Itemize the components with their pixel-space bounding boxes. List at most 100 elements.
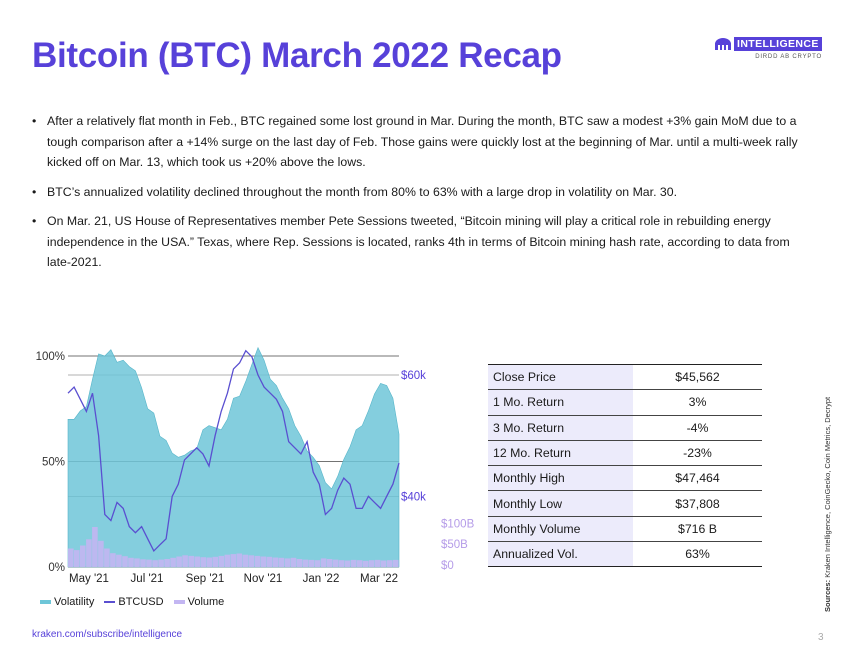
btc-chart: 0% 50% 100% May '21 Jul '21 Sep '21 Nov '21 Jan… xyxy=(30,328,485,616)
stat-label: Monthly Volume xyxy=(488,516,633,543)
volume-bar xyxy=(68,548,74,567)
bullet-marker: • xyxy=(32,114,37,128)
sources-note: Sources: Kraken Intelligence, CoinGecko,… xyxy=(823,397,832,612)
stat-value: -4% xyxy=(633,415,762,441)
volume-bar xyxy=(380,560,387,567)
subscribe-link[interactable]: kraken.com/subscribe/intelligence xyxy=(32,629,183,640)
volume-bar xyxy=(158,559,164,567)
stats-table: Close Price $45,562 1 Mo. Return 3% 3 Mo. … xyxy=(488,363,762,568)
table-row: Monthly Low $37,808 xyxy=(488,490,762,517)
stat-value: 3% xyxy=(633,389,762,416)
volume-bar xyxy=(290,557,297,567)
volume-bar xyxy=(182,555,188,567)
recap-bullets: • After a relatively flat month in Feb., … xyxy=(32,111,802,282)
table-row: 12 Mo. Return -23% xyxy=(488,440,762,467)
x-tick-label: May '21 xyxy=(69,573,109,585)
brand-logo: INTELLIGENCE DIRDD AB CRYPTO xyxy=(714,37,826,60)
bullet-marker: • xyxy=(32,214,37,228)
volume-bar xyxy=(200,557,206,567)
page-number: 3 xyxy=(818,632,824,643)
volume-bar xyxy=(338,560,345,567)
volume-bar xyxy=(272,557,279,567)
legend-swatch-btcusd xyxy=(104,601,116,603)
volume-bar xyxy=(254,555,261,567)
y-right-price-label: $40k xyxy=(401,491,426,503)
btcusd-line xyxy=(67,349,400,552)
volume-bar xyxy=(230,554,237,567)
volume-bar xyxy=(356,560,363,567)
bullet-marker: • xyxy=(32,184,37,199)
stat-label: Annualized Vol. xyxy=(488,541,633,568)
volume-bar xyxy=(248,555,255,567)
chart-legend: Volatility BTCUSD Volume xyxy=(40,596,234,608)
stat-value: 63% xyxy=(633,541,762,568)
x-tick-label: Nov '21 xyxy=(244,573,283,585)
stat-label: Close Price xyxy=(488,363,633,391)
volume-bar xyxy=(110,553,116,567)
table-row: Close Price $45,562 xyxy=(488,363,762,391)
table-row: 3 Mo. Return -4% xyxy=(488,415,762,441)
chart-svg: 0% 50% 100% May '21 Jul '21 Sep '21 Nov '21 Jan… xyxy=(36,346,475,585)
volume-bar xyxy=(152,560,158,567)
y-right-volume-label: $50B xyxy=(441,539,468,551)
legend-item-volume: Volume xyxy=(173,596,225,608)
legend-swatch-volume xyxy=(173,600,185,604)
volume-bar xyxy=(314,560,321,567)
table-row: Annualized Vol. 63% xyxy=(488,541,762,568)
y-right-price-label: $60k xyxy=(401,370,426,382)
legend-item-btcusd: BTCUSD xyxy=(104,596,164,608)
volume-bar xyxy=(224,554,231,567)
page-title: Bitcoin (BTC) March 2022 Recap xyxy=(32,36,562,75)
bullet-text: On Mar. 21, US House of Representatives … xyxy=(47,214,790,269)
x-tick-label: Jul '21 xyxy=(131,573,164,585)
volume-bar xyxy=(302,559,309,567)
stat-value: $47,464 xyxy=(633,465,762,492)
brand-subtitle: DIRDD AB CRYPTO xyxy=(755,54,822,60)
stat-label: 3 Mo. Return xyxy=(488,415,633,441)
stat-label: 12 Mo. Return xyxy=(488,440,633,467)
volume-bar xyxy=(122,556,128,567)
bullet-item: • On Mar. 21, US House of Representatives… xyxy=(32,211,802,273)
volume-bar xyxy=(242,554,249,567)
stat-value: $37,808 xyxy=(633,490,762,517)
volume-bar xyxy=(326,559,333,567)
volume-bar xyxy=(164,559,170,567)
stat-value: $716 B xyxy=(633,516,762,543)
volume-bar xyxy=(260,556,267,567)
volume-bar xyxy=(104,548,110,567)
volume-bar xyxy=(206,557,212,567)
volatility-area xyxy=(67,346,400,568)
legend-label: BTCUSD xyxy=(118,596,164,608)
y-left-tick-label: 100% xyxy=(36,351,65,363)
volume-bar xyxy=(98,540,104,567)
bullet-text: After a relatively flat month in Feb., B… xyxy=(47,114,798,169)
sources-text: Kraken Intelligence, CoinGecko, Coin Met… xyxy=(823,396,832,580)
volume-bar xyxy=(134,558,140,567)
brand-wordmark: INTELLIGENCE xyxy=(734,37,822,51)
volume-bar xyxy=(296,559,303,567)
legend-swatch-volatility xyxy=(40,600,51,604)
legend-label: Volume xyxy=(187,596,225,608)
y-left-tick-label: 50% xyxy=(42,457,65,469)
y-right-volume-label: $0 xyxy=(441,560,454,572)
volume-bar xyxy=(146,559,152,567)
volume-bar xyxy=(368,560,375,567)
bullet-text: BTC’s annualized volatility declined thr… xyxy=(47,184,677,199)
bullet-item: • After a relatively flat month in Feb., … xyxy=(32,111,802,173)
volume-bar xyxy=(344,560,351,567)
bullet-item: • BTC’s annualized volatility declined th… xyxy=(32,182,802,203)
volume-bar xyxy=(80,545,86,567)
volume-bar xyxy=(176,556,182,567)
volume-bar xyxy=(320,558,327,567)
volume-bar xyxy=(387,560,393,567)
stat-value: -23% xyxy=(633,440,762,467)
volume-bar xyxy=(188,555,194,567)
volume-bar xyxy=(194,556,200,567)
volume-bar xyxy=(374,559,381,567)
table-row: Monthly Volume $716 B xyxy=(488,516,762,543)
stat-label: Monthly High xyxy=(488,465,633,492)
volume-bar xyxy=(266,556,273,567)
volume-bar xyxy=(116,554,122,567)
volume-bar xyxy=(218,555,225,567)
legend-item-volatility: Volatility xyxy=(40,596,94,608)
